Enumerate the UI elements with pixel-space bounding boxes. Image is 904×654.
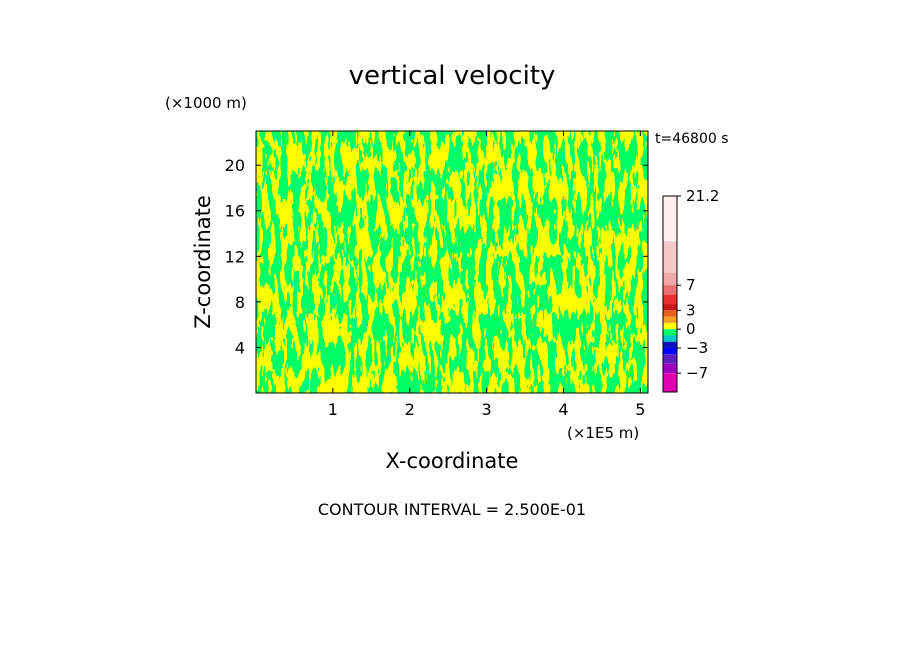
y-axis-title: Z-coordinate [191, 195, 215, 329]
colorbar-swatch [663, 285, 677, 295]
y-unit-label: (×1000 m) [165, 94, 247, 112]
colorbar-swatch [663, 294, 677, 305]
y-axis: 4 8 12 16 20 [225, 156, 648, 357]
y-tick-label: 20 [225, 156, 245, 175]
colorbar-swatch [663, 196, 677, 242]
time-label: t=46800 s [655, 131, 729, 147]
colorbar-swatch [663, 354, 677, 364]
colorbar-swatch [663, 373, 677, 392]
x-tick-label: 4 [558, 400, 568, 419]
colorbar-swatch [663, 329, 677, 336]
x-axis: 1 2 3 4 5 [328, 131, 645, 419]
colorbar-label: 7 [686, 276, 696, 294]
colorbar-label: 0 [686, 320, 696, 338]
colorbar-swatch [663, 348, 677, 355]
colorbar-swatch [663, 310, 677, 317]
colorbar-swatch [663, 322, 677, 330]
negative-region [256, 131, 648, 393]
colorbar-swatch [663, 363, 677, 374]
plot-frame [255, 130, 649, 394]
colorbar-swatch [663, 335, 677, 342]
colorbar-label: −7 [686, 364, 708, 382]
x-tick-label: 2 [405, 400, 415, 419]
colorbar-frame [662, 195, 678, 393]
y-tick-label: 12 [225, 247, 245, 266]
colorbar-swatch [663, 272, 677, 286]
x-tick-label: 1 [328, 400, 338, 419]
contour-interval-note: CONTOUR INTERVAL = 2.500E-01 [318, 500, 586, 519]
colorbar-label: 21.2 [686, 187, 719, 205]
x-unit-label: (×1E5 m) [567, 424, 639, 442]
y-tick-label: 16 [225, 202, 245, 221]
colorbar-swatch [663, 304, 677, 311]
velocity-field [256, 131, 648, 393]
colorbar-swatch [663, 241, 677, 273]
y-tick-label: 8 [235, 293, 245, 312]
colorbar-label: −3 [686, 339, 708, 357]
colorbar: 21.2 7 30−3 −7 [662, 187, 719, 393]
x-tick-label: 3 [481, 400, 491, 419]
chart-title: vertical velocity [349, 61, 556, 91]
colorbar-swatch [663, 316, 677, 323]
x-tick-label: 5 [635, 400, 645, 419]
colorbar-swatch [663, 341, 677, 349]
x-axis-title: X-coordinate [386, 449, 519, 473]
colorbar-label: 3 [686, 301, 696, 319]
y-tick-label: 4 [235, 338, 245, 357]
